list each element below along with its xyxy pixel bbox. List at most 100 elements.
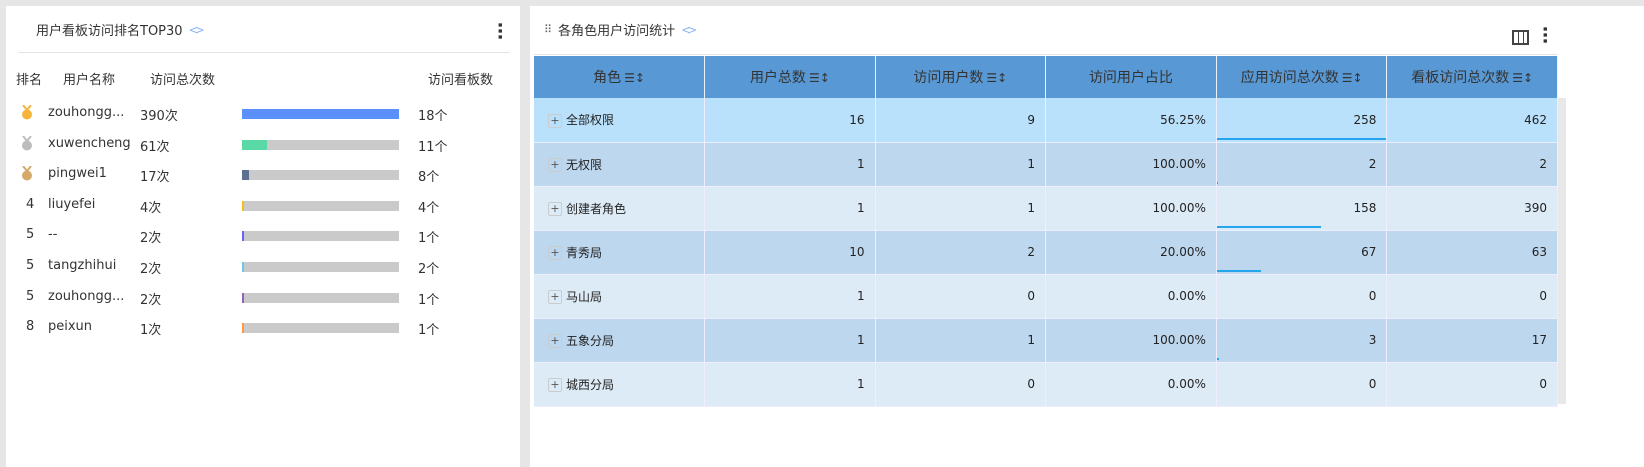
table-cell: 2 (875, 230, 1047, 275)
table-cell: 1 (704, 274, 876, 319)
table-edit-icon[interactable] (1512, 30, 1529, 45)
list-item[interactable]: zouhongg... 390次 18个 (6, 99, 520, 129)
table-cell: + 创建者角色 (534, 186, 706, 231)
visit-count: 4次 (140, 200, 162, 216)
table-cell: 0 (875, 362, 1047, 407)
rank: 5 (26, 258, 35, 273)
table-cell: 0 (875, 274, 1047, 319)
column-header[interactable]: 角色 ☰↕ (534, 56, 706, 98)
silver-medal-icon (21, 134, 33, 151)
table-cell: 158 (1216, 186, 1388, 231)
link-icon[interactable]: <> (681, 22, 697, 37)
sort-icon[interactable]: ☰↕ (1341, 71, 1363, 85)
table-cell: + 全部权限 (534, 98, 706, 143)
gold-medal-icon (21, 104, 33, 120)
app-visit-bar (1216, 269, 1261, 272)
header-visits: 访问总次数 (150, 73, 216, 88)
expand-icon[interactable]: + (548, 113, 562, 128)
table-cell: 462 (1386, 98, 1558, 143)
table-row[interactable]: + 无权限 1 1 100.00% 2 2 (534, 142, 1558, 187)
table-cell: 0 (1216, 362, 1388, 407)
visit-bar (242, 323, 399, 334)
expand-icon[interactable]: + (548, 290, 562, 304)
app-visit-bar (1216, 181, 1219, 184)
sort-icon[interactable]: ☰↕ (624, 71, 645, 85)
table-row[interactable]: + 五象分局 1 1 100.00% 3 17 (534, 318, 1558, 363)
header-rank: 排名 (16, 73, 43, 88)
app-visit-bar (1216, 357, 1219, 360)
visit-count: 2次 (140, 292, 162, 308)
table-cell: + 城西分局 (534, 362, 706, 407)
more-menu-icon[interactable]: ⋯ (1534, 26, 1555, 44)
board-count: 4个 (418, 200, 440, 216)
table-cell: 16 (704, 98, 876, 143)
list-item[interactable]: pingwei1 17次 8个 (6, 160, 520, 190)
table-cell: + 五象分局 (534, 318, 706, 363)
username: tangzhihui (48, 258, 117, 273)
column-header[interactable]: 应用访问总次数 ☰↕ (1216, 56, 1388, 98)
sort-icon[interactable]: ☰↕ (1512, 71, 1534, 85)
header-username: 用户名称 (63, 73, 116, 88)
visit-count: 390次 (140, 109, 178, 124)
app-visit-bar (1216, 137, 1387, 140)
rank: 5 (26, 227, 35, 243)
column-header[interactable]: 看板访问总次数 ☰↕ (1386, 56, 1558, 98)
table-cell: + 马山局 (534, 274, 706, 319)
link-icon[interactable]: <> (188, 22, 205, 37)
table-row[interactable]: + 全部权限 16 9 56.25% 258 462 (534, 98, 1558, 143)
visit-count: 2次 (140, 262, 162, 277)
expand-icon[interactable]: + (548, 202, 562, 216)
sort-icon[interactable]: ☰↕ (986, 71, 1008, 85)
board-count: 1个 (418, 323, 440, 339)
list-item[interactable]: 5 tangzhihui 2次 2个 (6, 252, 520, 282)
expand-icon[interactable]: + (548, 158, 562, 172)
table-cell: 0 (1216, 274, 1388, 319)
visit-bar (242, 139, 399, 150)
table-cell: 0.00% (1045, 274, 1217, 319)
table-cell: 3 (1216, 318, 1388, 363)
board-count: 11个 (418, 139, 448, 155)
table-cell: 56.25% (1045, 98, 1217, 143)
list-item[interactable]: 4 liuyefei 4次 4个 (6, 191, 520, 221)
table-row[interactable]: + 马山局 1 0 0.00% 0 0 (534, 274, 1558, 319)
expand-icon[interactable]: + (548, 334, 562, 348)
table-cell: 1 (704, 186, 876, 231)
username: pingwei1 (48, 166, 107, 182)
table-cell: 1 (875, 318, 1047, 363)
divider (534, 54, 1558, 55)
sort-icon[interactable]: ☰↕ (808, 71, 830, 85)
list-item[interactable]: 8 peixun 1次 1个 (6, 313, 520, 343)
table-cell: 1 (875, 142, 1047, 187)
list-item[interactable]: 5 -- 2次 1个 (6, 221, 520, 251)
username: zouhongg... (48, 105, 125, 120)
table-cell: 258 (1216, 98, 1388, 143)
list-item[interactable]: xuwencheng 61次 11个 (6, 130, 520, 160)
panel-title: 用户看板访问排名TOP30 <> (36, 22, 205, 40)
expand-icon[interactable]: + (548, 246, 562, 260)
table-cell: 1 (704, 318, 876, 363)
table-row[interactable]: + 创建者角色 1 1 100.00% 158 390 (534, 186, 1558, 231)
table-cell: 0 (1386, 362, 1558, 407)
visit-bar (242, 292, 399, 303)
visit-bar (242, 231, 399, 242)
table-cell: 9 (875, 98, 1047, 143)
header-boards: 访问看板数 (428, 73, 494, 88)
column-header[interactable]: 访问用户数 ☰↕ (875, 56, 1047, 98)
table-cell: 20.00% (1045, 230, 1217, 275)
user-ranking-panel: 用户看板访问排名TOP30 <> ⋯ 排名 用户名称 访问总次数 访问看板数 zo… (6, 6, 520, 467)
table-row[interactable]: + 城西分局 1 0 0.00% 0 0 (534, 362, 1558, 407)
drag-handle-icon[interactable]: ⠿ (544, 23, 553, 36)
bronze-medal-icon (21, 165, 33, 181)
column-header[interactable]: 用户总数 ☰↕ (704, 56, 876, 98)
role-stats-table: 角色 ☰↕ 用户总数 ☰↕ 访问用户数 ☰↕ 访问用户占比 应用访问总次数 ☰↕ 看板访问总次数 ☰… (534, 56, 1558, 407)
table-cell: 1 (704, 142, 876, 187)
vertical-scrollbar[interactable] (1558, 98, 1566, 404)
column-header[interactable]: 访问用户占比 (1045, 56, 1217, 98)
table-row[interactable]: + 青秀局 10 2 20.00% 67 63 (534, 230, 1558, 275)
list-item[interactable]: 5 zouhongg... 2次 1个 (6, 283, 520, 313)
table-cell: 67 (1216, 230, 1388, 275)
more-menu-icon[interactable]: ⋯ (489, 22, 510, 40)
expand-icon[interactable]: + (548, 378, 562, 392)
board-count: 18个 (418, 109, 448, 124)
visit-count: 1次 (140, 323, 162, 339)
